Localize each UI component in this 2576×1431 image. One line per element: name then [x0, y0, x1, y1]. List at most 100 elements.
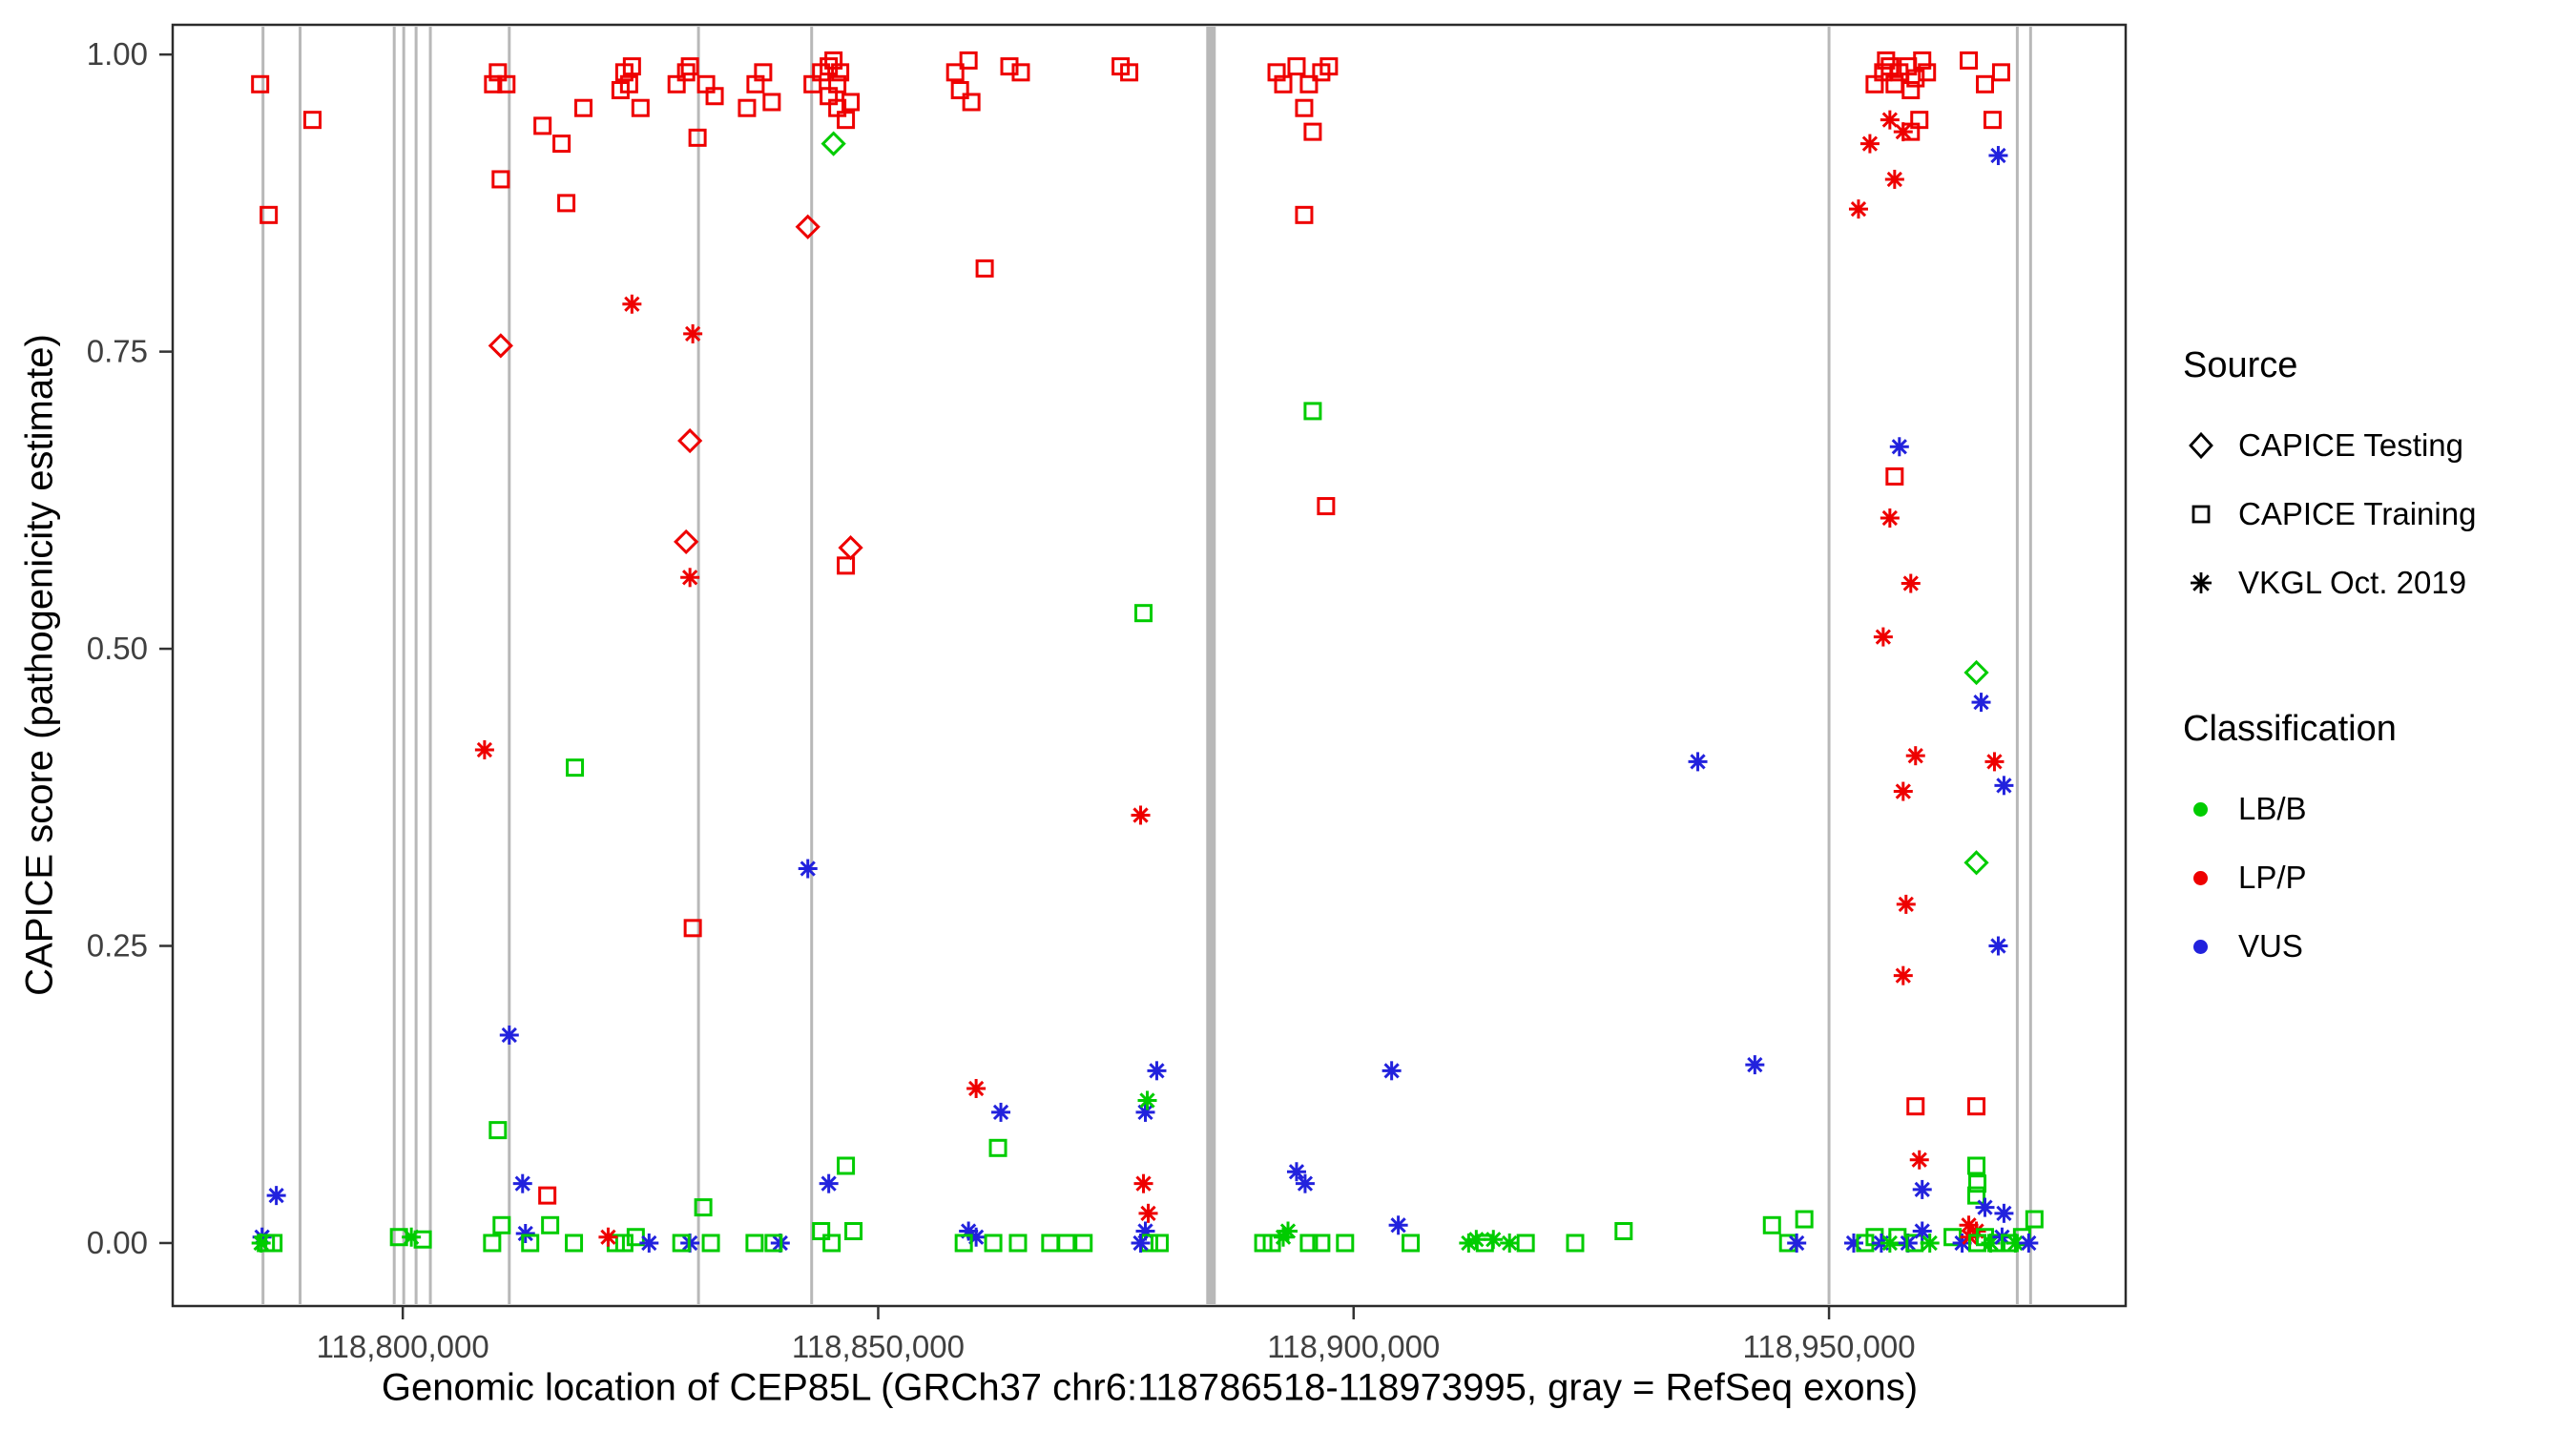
- legend-item-label: CAPICE Training: [2238, 496, 2477, 531]
- data-point-training: [844, 1222, 863, 1241]
- legend-item-vus: VUS: [2183, 912, 2565, 981]
- data-point-vkgl: [1745, 1055, 1765, 1075]
- data-point-vkgl: [515, 1224, 535, 1244]
- data-point-training: [614, 1234, 634, 1253]
- green-dot-icon: [2193, 801, 2208, 817]
- legend-item-lpp: LP/P: [2183, 843, 2565, 912]
- data-point-training: [1795, 1210, 1814, 1229]
- data-point-vkgl: [1137, 1090, 1157, 1110]
- data-point-vkgl: [1880, 508, 1900, 529]
- data-point-training: [837, 556, 856, 575]
- data-point-vkgl: [1295, 1173, 1315, 1193]
- data-point-testing: [488, 333, 513, 359]
- data-point-training: [491, 170, 510, 189]
- legend-source-group: Source CAPICE Testing CAPICE Training: [2183, 345, 2565, 617]
- data-point-training: [950, 81, 969, 100]
- data-point-training: [302, 111, 322, 130]
- legend-classification-title: Classification: [2183, 709, 2397, 749]
- data-point-vkgl: [798, 859, 818, 879]
- data-point-vkgl: [1131, 1233, 1151, 1253]
- data-point-training: [1295, 98, 1314, 117]
- data-point-training: [1120, 63, 1139, 82]
- plot-panel: [173, 25, 2126, 1306]
- data-point-training: [820, 87, 839, 106]
- x-tick-label: 118,800,000: [317, 1329, 489, 1364]
- data-point-vkgl: [266, 1186, 286, 1206]
- data-point-vkgl: [1131, 805, 1151, 825]
- data-point-training: [1888, 1228, 1907, 1247]
- data-point-vkgl: [512, 1173, 532, 1193]
- data-point-training: [1906, 1097, 1925, 1116]
- y-tick-label: 0.00: [87, 1225, 148, 1260]
- data-point-training: [1913, 51, 1932, 70]
- data-point-vkgl: [1988, 936, 2008, 956]
- data-point-training: [251, 74, 270, 93]
- x-axis-title: Genomic location of CEP85L (GRCh37 chr6:…: [381, 1366, 1919, 1409]
- data-point-training: [1295, 205, 1314, 224]
- data-point-vkgl: [1896, 894, 1916, 914]
- data-point-training: [831, 63, 850, 82]
- data-point-training: [1918, 63, 1937, 82]
- data-point-vkgl: [1484, 1230, 1504, 1250]
- legend-item-capice-testing: CAPICE Testing: [2183, 411, 2565, 480]
- data-point-vkgl: [1848, 199, 1868, 219]
- data-point-training: [1287, 57, 1306, 76]
- legend-item-capice-training: CAPICE Training: [2183, 480, 2565, 549]
- data-point-vkgl: [1905, 746, 1925, 766]
- data-point-vkgl: [251, 1233, 271, 1253]
- data-point-training: [1074, 1234, 1093, 1253]
- data-point-training: [1880, 57, 1900, 76]
- data-point-training: [701, 1234, 720, 1253]
- data-point-vkgl: [1138, 1203, 1158, 1223]
- data-point-training: [565, 1234, 584, 1253]
- data-point-training: [619, 74, 638, 93]
- data-point-vkgl: [1147, 1061, 1167, 1081]
- legend-item-vkgl: VKGL Oct. 2019: [2183, 549, 2565, 617]
- data-point-training: [1303, 122, 1322, 141]
- data-point-vkgl: [639, 1233, 659, 1253]
- data-point-training: [1991, 63, 2010, 82]
- data-point-training: [1262, 1234, 1281, 1253]
- data-point-testing: [677, 427, 703, 454]
- data-point-training: [1299, 74, 1319, 93]
- data-point-testing: [821, 131, 846, 156]
- legend-item-label: LB/B: [2238, 791, 2307, 826]
- data-point-vkgl: [1994, 776, 2014, 796]
- x-tick-label: 118,900,000: [1267, 1329, 1440, 1364]
- data-point-training: [988, 1138, 1008, 1157]
- square-icon: [2192, 505, 2211, 524]
- data-point-training: [260, 205, 279, 224]
- data-point-training: [492, 1215, 511, 1234]
- data-point-training: [945, 63, 965, 82]
- data-point-training: [622, 57, 641, 76]
- data-point-training: [1566, 1234, 1585, 1253]
- data-point-training: [1967, 1156, 1986, 1175]
- data-point-testing: [1963, 659, 1989, 686]
- data-point-training: [820, 57, 839, 76]
- x-tick-label: 118,950,000: [1743, 1329, 1916, 1364]
- data-point-training: [754, 63, 773, 82]
- data-point-training: [841, 93, 861, 112]
- legend-item-lbb: LB/B: [2183, 775, 2565, 843]
- data-point-training: [1901, 81, 1921, 100]
- data-point-training: [541, 1215, 560, 1234]
- data-point-training: [975, 259, 994, 278]
- data-point-training: [705, 87, 724, 106]
- data-point-testing: [1963, 850, 1989, 876]
- data-point-training: [413, 1230, 432, 1249]
- data-point-training: [1906, 69, 1925, 88]
- data-point-training: [484, 74, 503, 93]
- data-point-training: [1011, 63, 1030, 82]
- data-point-vkgl: [1381, 1061, 1402, 1081]
- data-point-vkgl: [598, 1227, 618, 1247]
- data-point-training: [959, 51, 978, 70]
- data-point-vkgl: [1912, 1221, 1932, 1241]
- data-point-training: [745, 1234, 764, 1253]
- data-point-training: [737, 98, 757, 117]
- data-point-training: [497, 74, 516, 93]
- x-tick-label: 118,850,000: [792, 1329, 965, 1364]
- data-point-vkgl: [1880, 110, 1900, 130]
- data-point-vkgl: [1859, 134, 1880, 154]
- data-point-vkgl: [1135, 1102, 1155, 1122]
